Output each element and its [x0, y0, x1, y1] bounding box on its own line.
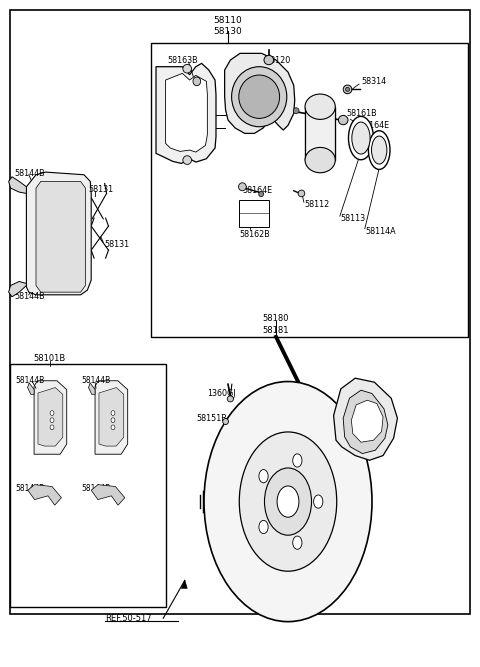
Polygon shape: [91, 485, 125, 505]
Text: 58120: 58120: [265, 55, 290, 65]
Ellipse shape: [111, 418, 115, 423]
Polygon shape: [95, 381, 128, 454]
Text: 58163B: 58163B: [167, 55, 198, 65]
Ellipse shape: [239, 183, 246, 191]
Polygon shape: [181, 580, 187, 588]
Ellipse shape: [313, 495, 323, 508]
Text: 58131: 58131: [89, 185, 114, 194]
Ellipse shape: [369, 131, 390, 169]
Ellipse shape: [346, 87, 349, 91]
Bar: [239, 200, 269, 227]
Ellipse shape: [50, 425, 54, 430]
Text: 58181: 58181: [263, 325, 289, 335]
Polygon shape: [166, 73, 207, 152]
Text: 58144B: 58144B: [82, 376, 111, 385]
Text: 58101B: 58101B: [34, 354, 66, 364]
Text: 58144B: 58144B: [82, 484, 111, 493]
Ellipse shape: [183, 155, 192, 165]
Ellipse shape: [372, 136, 387, 164]
Text: REF.50-517: REF.50-517: [105, 614, 151, 623]
Polygon shape: [351, 400, 383, 442]
Ellipse shape: [348, 116, 373, 159]
Ellipse shape: [111, 411, 115, 416]
Text: 58151B: 58151B: [197, 414, 228, 424]
Ellipse shape: [305, 94, 335, 119]
Ellipse shape: [293, 536, 302, 550]
Ellipse shape: [264, 468, 312, 535]
Ellipse shape: [239, 432, 337, 571]
Ellipse shape: [232, 67, 287, 127]
Text: 58314: 58314: [361, 77, 386, 86]
Polygon shape: [88, 383, 95, 394]
Ellipse shape: [352, 122, 370, 154]
Text: 58180: 58180: [263, 314, 289, 323]
Ellipse shape: [293, 108, 299, 113]
Ellipse shape: [227, 396, 233, 402]
Ellipse shape: [183, 65, 192, 73]
Ellipse shape: [223, 419, 228, 425]
Polygon shape: [99, 388, 124, 446]
Ellipse shape: [293, 454, 302, 467]
Text: 58144B: 58144B: [14, 169, 45, 178]
Bar: [10, 364, 166, 607]
Bar: [151, 43, 468, 337]
Ellipse shape: [259, 470, 268, 483]
Ellipse shape: [50, 418, 54, 423]
Ellipse shape: [305, 147, 335, 173]
Text: 58110: 58110: [214, 15, 242, 25]
Text: 58164E: 58164E: [359, 121, 389, 130]
Polygon shape: [27, 383, 34, 394]
Text: 58164E: 58164E: [242, 186, 273, 195]
Ellipse shape: [259, 191, 264, 197]
Polygon shape: [334, 378, 397, 460]
Text: 58144B: 58144B: [14, 291, 45, 301]
Text: 58114A: 58114A: [366, 227, 396, 236]
Polygon shape: [26, 172, 91, 295]
Polygon shape: [225, 53, 295, 133]
Text: 58130: 58130: [214, 27, 242, 36]
Text: 58161B: 58161B: [347, 109, 377, 118]
Polygon shape: [9, 177, 26, 193]
Polygon shape: [9, 281, 26, 297]
Polygon shape: [36, 181, 85, 292]
Ellipse shape: [111, 425, 115, 430]
Ellipse shape: [193, 77, 201, 86]
Polygon shape: [34, 381, 67, 454]
Text: 1360GJ: 1360GJ: [207, 389, 236, 398]
Text: 58112: 58112: [305, 200, 330, 209]
Ellipse shape: [277, 486, 299, 517]
Ellipse shape: [204, 382, 372, 622]
Ellipse shape: [338, 115, 348, 125]
Ellipse shape: [298, 190, 305, 197]
Polygon shape: [156, 63, 216, 163]
Ellipse shape: [50, 411, 54, 416]
Ellipse shape: [259, 520, 268, 534]
Text: 58113: 58113: [341, 214, 366, 223]
Polygon shape: [28, 485, 61, 505]
Ellipse shape: [264, 55, 274, 65]
Ellipse shape: [343, 85, 352, 94]
Text: 58144B: 58144B: [15, 484, 45, 493]
Polygon shape: [305, 107, 335, 160]
Text: 58131: 58131: [105, 240, 130, 249]
Text: 58144B: 58144B: [15, 376, 45, 385]
Polygon shape: [38, 388, 63, 446]
Polygon shape: [343, 390, 388, 454]
Text: 58162B: 58162B: [239, 230, 270, 239]
Ellipse shape: [239, 75, 279, 119]
